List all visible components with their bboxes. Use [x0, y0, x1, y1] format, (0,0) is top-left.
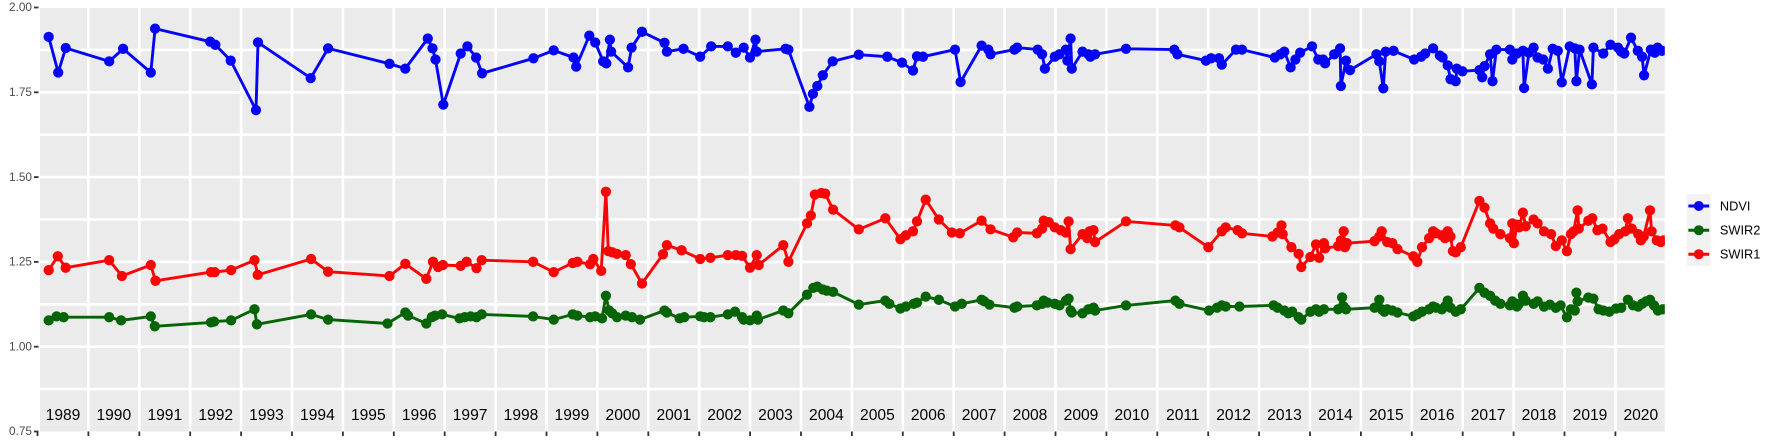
svg-text:2004: 2004: [809, 407, 844, 424]
svg-text:SWIR1: SWIR1: [1720, 247, 1761, 262]
svg-text:2011: 2011: [1166, 407, 1200, 424]
svg-text:1997: 1997: [453, 407, 488, 424]
svg-text:1.75: 1.75: [9, 85, 32, 99]
svg-text:2018: 2018: [1522, 407, 1557, 424]
svg-text:1993: 1993: [249, 407, 284, 424]
svg-text:2006: 2006: [911, 407, 946, 424]
svg-text:1996: 1996: [402, 407, 437, 424]
svg-text:2007: 2007: [962, 407, 997, 424]
svg-text:2019: 2019: [1573, 407, 1608, 424]
svg-text:2010: 2010: [1114, 407, 1149, 424]
svg-text:NDVI: NDVI: [1720, 199, 1751, 214]
svg-text:2016: 2016: [1420, 407, 1455, 424]
svg-text:1998: 1998: [504, 407, 539, 424]
svg-text:2003: 2003: [758, 407, 793, 424]
svg-text:SWIR2: SWIR2: [1720, 223, 1761, 238]
svg-text:1991: 1991: [147, 407, 182, 424]
svg-text:2014: 2014: [1318, 407, 1353, 424]
svg-text:1994: 1994: [300, 407, 335, 424]
svg-text:2005: 2005: [860, 407, 895, 424]
svg-text:2015: 2015: [1369, 407, 1404, 424]
svg-text:2012: 2012: [1216, 407, 1251, 424]
svg-text:2020: 2020: [1623, 407, 1658, 424]
svg-text:0.75: 0.75: [9, 424, 32, 438]
svg-text:1999: 1999: [555, 407, 590, 424]
svg-text:2001: 2001: [656, 407, 691, 424]
svg-text:2008: 2008: [1013, 407, 1048, 424]
svg-text:2000: 2000: [606, 407, 641, 424]
svg-text:2017: 2017: [1471, 407, 1506, 424]
svg-text:1995: 1995: [351, 407, 386, 424]
svg-text:2002: 2002: [707, 407, 742, 424]
svg-text:1.50: 1.50: [9, 170, 32, 184]
svg-text:1992: 1992: [198, 407, 233, 424]
svg-text:2.00: 2.00: [9, 0, 32, 14]
svg-text:2009: 2009: [1064, 407, 1099, 424]
svg-text:1.00: 1.00: [9, 339, 32, 353]
svg-text:1990: 1990: [96, 407, 131, 424]
svg-text:1.25: 1.25: [9, 255, 32, 269]
svg-text:1989: 1989: [46, 407, 81, 424]
svg-text:2013: 2013: [1267, 407, 1302, 424]
